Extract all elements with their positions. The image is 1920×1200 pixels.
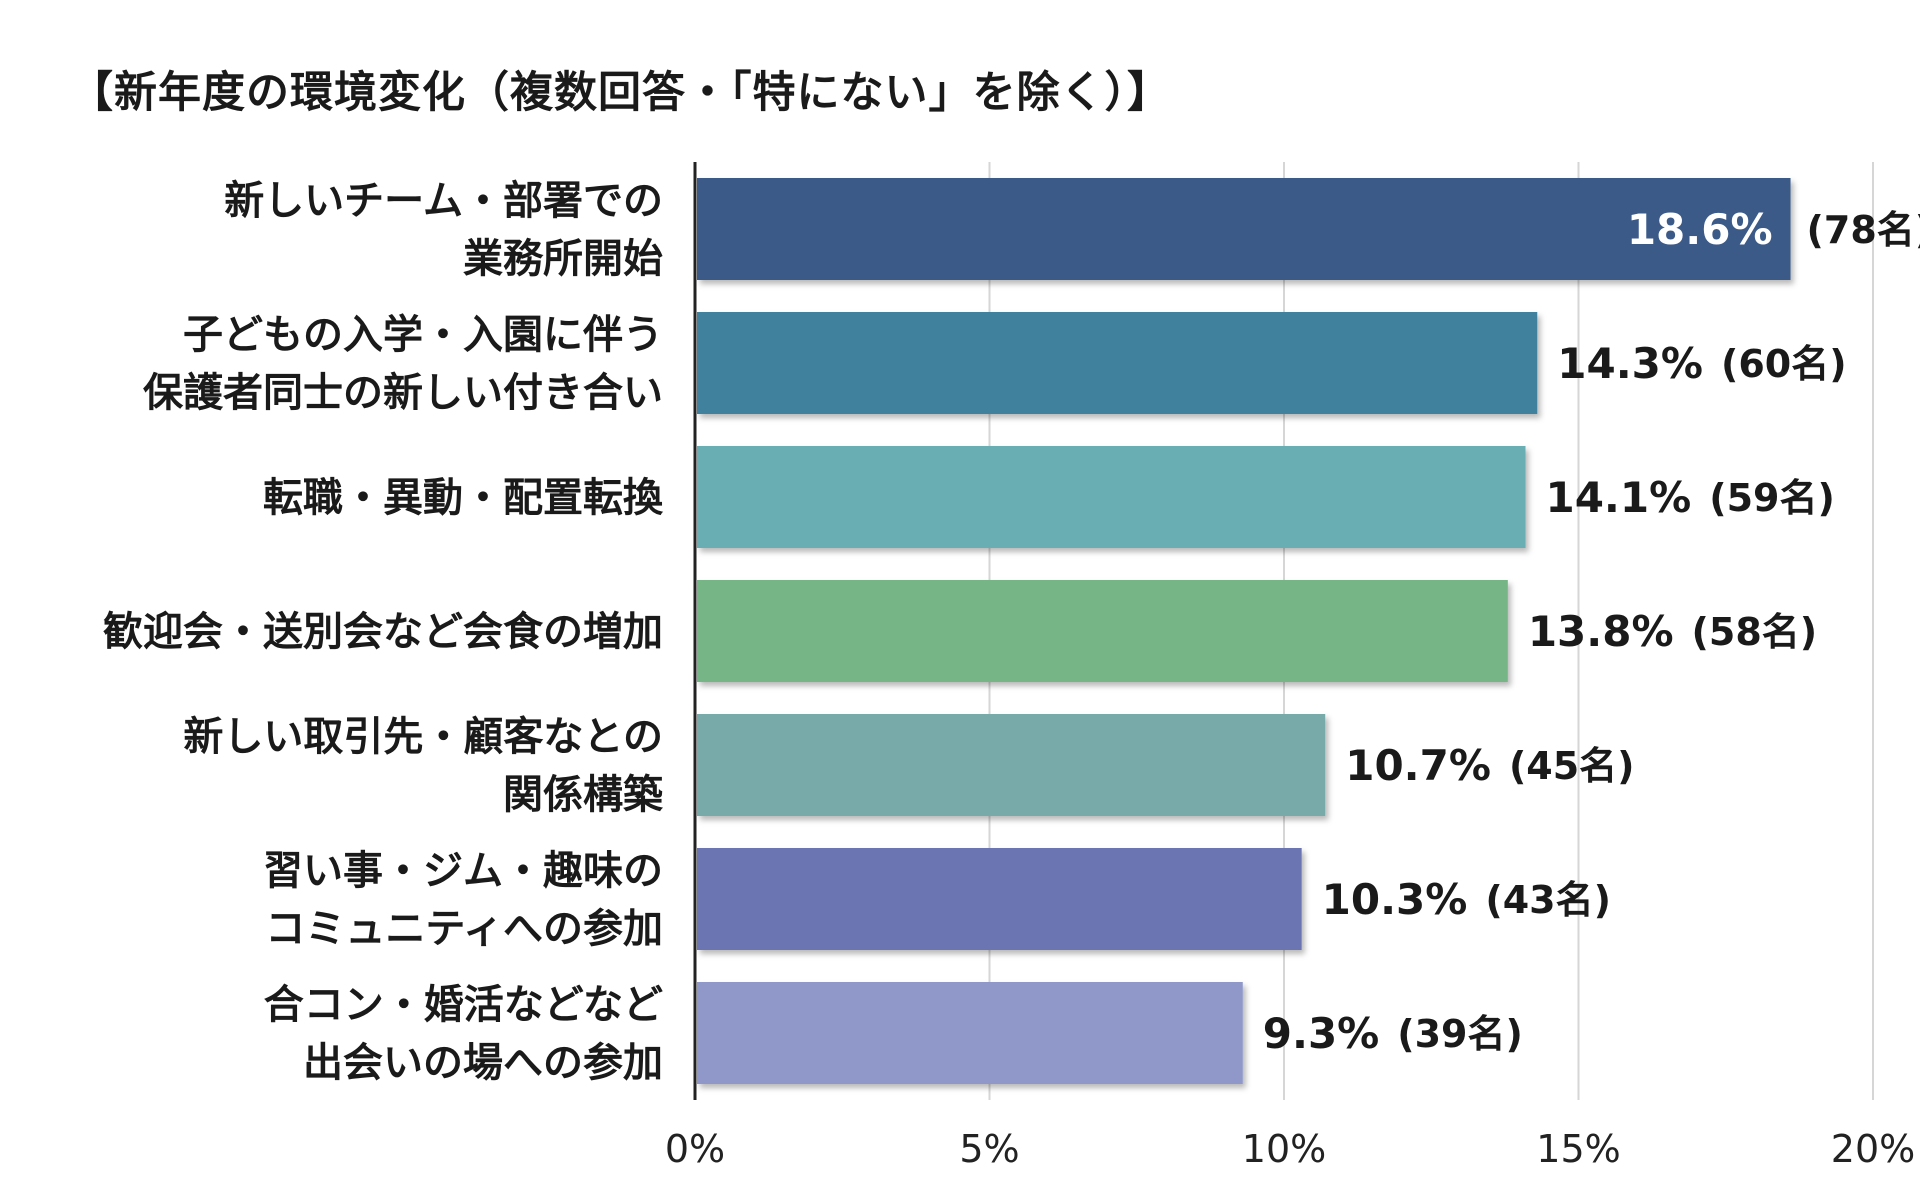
data-label: 9.3% <box>1263 1009 1379 1058</box>
bars <box>697 178 1791 1084</box>
data-label: 14.1% <box>1545 473 1691 522</box>
count-label: (60名) <box>1721 342 1847 386</box>
x-tick-label: 15% <box>1536 1127 1620 1171</box>
category-label: 子どもの入学・入園に伴う保護者同士の新しい付き合い <box>143 312 663 416</box>
bar <box>697 580 1508 682</box>
category-label: 新しい取引先・顧客なとの関係構築 <box>183 714 664 818</box>
x-tick-label: 5% <box>959 1127 1019 1171</box>
x-tick-label: 0% <box>665 1127 725 1171</box>
count-label: (58名) <box>1692 610 1818 654</box>
data-label: 14.3% <box>1557 339 1703 388</box>
data-label: 13.8% <box>1528 607 1674 656</box>
count-label: (43名) <box>1485 878 1611 922</box>
category-label: 転職・異動・配置転換 <box>263 475 664 521</box>
bar <box>697 848 1302 950</box>
category-label: 習い事・ジム・趣味のコミュニティへの参加 <box>263 848 663 952</box>
bar <box>697 714 1326 816</box>
count-label: (78名) <box>1807 208 1920 252</box>
labels: 新しいチーム・部署での業務所開始 18.6% (78名) 子どもの入学・入園に伴う保護… <box>103 178 1920 1086</box>
category-label: 新しいチーム・部署での業務所開始 <box>224 178 663 282</box>
category-label: 合コン・婚活などなど出会いの場への参加 <box>264 982 663 1086</box>
bar <box>697 982 1243 1084</box>
count-label: (39名) <box>1397 1012 1523 1056</box>
bar <box>697 178 1791 280</box>
count-label: (59名) <box>1709 476 1835 520</box>
data-label: 18.6% <box>1627 205 1773 254</box>
category-label: 歓迎会・送別会など会食の増加 <box>103 609 663 655</box>
x-tick-label: 20% <box>1831 1127 1915 1171</box>
data-label: 10.7% <box>1345 741 1491 790</box>
bar <box>697 312 1538 414</box>
count-label: (45名) <box>1509 744 1635 788</box>
chart-title: 【新年度の環境変化（複数回答・「特にない」を除く）】 <box>70 68 1171 118</box>
data-label: 10.3% <box>1322 875 1468 924</box>
axes: 0% 5% 10% 15% 20% <box>665 162 1915 1171</box>
x-tick-label: 10% <box>1242 1127 1326 1171</box>
bar <box>697 446 1526 548</box>
